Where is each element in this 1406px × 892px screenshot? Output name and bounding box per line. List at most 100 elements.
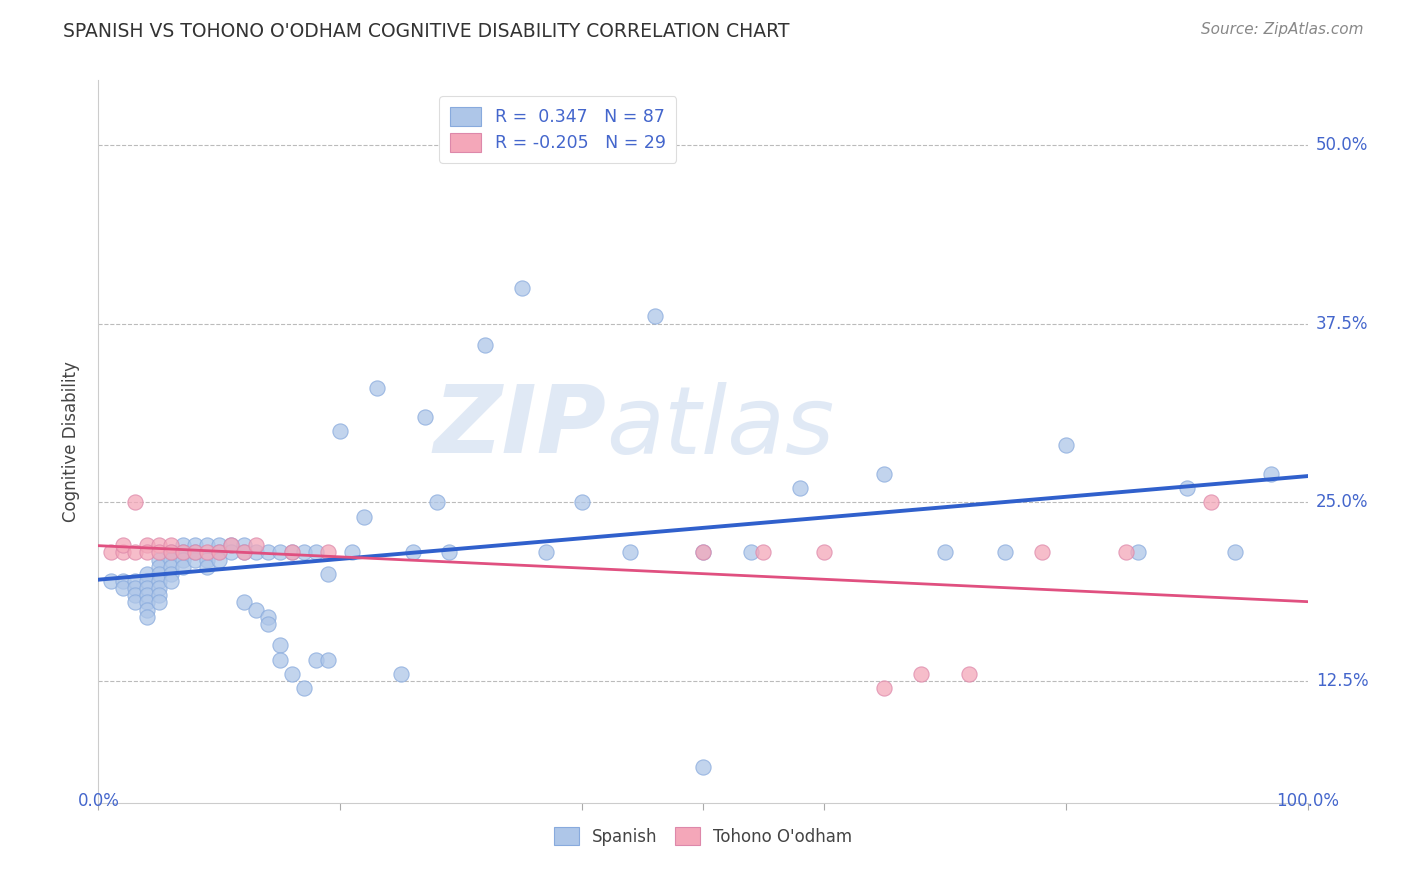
Point — [1199, 495, 1222, 509]
Point — [221, 538, 243, 552]
Point — [135, 581, 157, 595]
Point — [124, 595, 146, 609]
Point — [184, 545, 207, 559]
Point — [644, 310, 666, 324]
Point — [160, 559, 183, 574]
Point — [474, 338, 496, 352]
Point — [353, 509, 375, 524]
Point — [692, 545, 714, 559]
Point — [256, 545, 278, 559]
Point — [148, 574, 170, 588]
Point — [692, 760, 714, 774]
Point — [426, 495, 449, 509]
Point — [245, 545, 267, 559]
Point — [813, 545, 835, 559]
Point — [437, 545, 460, 559]
Point — [281, 545, 304, 559]
Point — [111, 574, 134, 588]
Text: 37.5%: 37.5% — [1316, 315, 1368, 333]
Point — [184, 552, 207, 566]
Point — [135, 602, 157, 616]
Point — [245, 602, 267, 616]
Point — [160, 545, 183, 559]
Point — [148, 545, 170, 559]
Point — [957, 667, 980, 681]
Point — [135, 566, 157, 581]
Point — [534, 545, 557, 559]
Point — [135, 595, 157, 609]
Point — [269, 545, 291, 559]
Point — [195, 559, 218, 574]
Point — [195, 545, 218, 559]
Point — [124, 495, 146, 509]
Point — [160, 538, 183, 552]
Point — [1223, 545, 1246, 559]
Point — [124, 574, 146, 588]
Point — [1175, 481, 1198, 495]
Point — [208, 545, 231, 559]
Point — [100, 574, 122, 588]
Point — [148, 538, 170, 552]
Point — [366, 381, 388, 395]
Point — [292, 545, 315, 559]
Point — [208, 538, 231, 552]
Point — [160, 574, 183, 588]
Point — [619, 545, 641, 559]
Point — [1260, 467, 1282, 481]
Point — [510, 281, 533, 295]
Point — [752, 545, 775, 559]
Point — [124, 588, 146, 602]
Text: 50.0%: 50.0% — [1316, 136, 1368, 153]
Point — [124, 581, 146, 595]
Point — [873, 467, 896, 481]
Point — [111, 545, 134, 559]
Point — [135, 574, 157, 588]
Legend: Spanish, Tohono O'odham: Spanish, Tohono O'odham — [547, 821, 859, 852]
Point — [232, 545, 254, 559]
Point — [1128, 545, 1150, 559]
Text: 12.5%: 12.5% — [1316, 673, 1368, 690]
Point — [316, 653, 339, 667]
Point — [195, 552, 218, 566]
Point — [1115, 545, 1137, 559]
Point — [208, 552, 231, 566]
Point — [172, 538, 194, 552]
Point — [172, 545, 194, 559]
Point — [148, 566, 170, 581]
Point — [135, 588, 157, 602]
Point — [789, 481, 811, 495]
Point — [135, 538, 157, 552]
Point — [135, 545, 157, 559]
Point — [172, 545, 194, 559]
Point — [221, 545, 243, 559]
Point — [111, 581, 134, 595]
Point — [571, 495, 593, 509]
Point — [994, 545, 1017, 559]
Point — [1031, 545, 1053, 559]
Point — [316, 545, 339, 559]
Point — [232, 538, 254, 552]
Point — [160, 552, 183, 566]
Point — [692, 545, 714, 559]
Point — [281, 667, 304, 681]
Point — [184, 545, 207, 559]
Point — [148, 581, 170, 595]
Point — [305, 653, 328, 667]
Point — [232, 545, 254, 559]
Text: Source: ZipAtlas.com: Source: ZipAtlas.com — [1201, 22, 1364, 37]
Point — [934, 545, 956, 559]
Point — [232, 595, 254, 609]
Point — [256, 609, 278, 624]
Text: 25.0%: 25.0% — [1316, 493, 1368, 511]
Point — [413, 409, 436, 424]
Point — [873, 681, 896, 696]
Point — [148, 588, 170, 602]
Point — [100, 545, 122, 559]
Point — [195, 538, 218, 552]
Point — [269, 653, 291, 667]
Point — [910, 667, 932, 681]
Point — [402, 545, 425, 559]
Point — [148, 559, 170, 574]
Point — [256, 617, 278, 632]
Text: ZIP: ZIP — [433, 381, 606, 473]
